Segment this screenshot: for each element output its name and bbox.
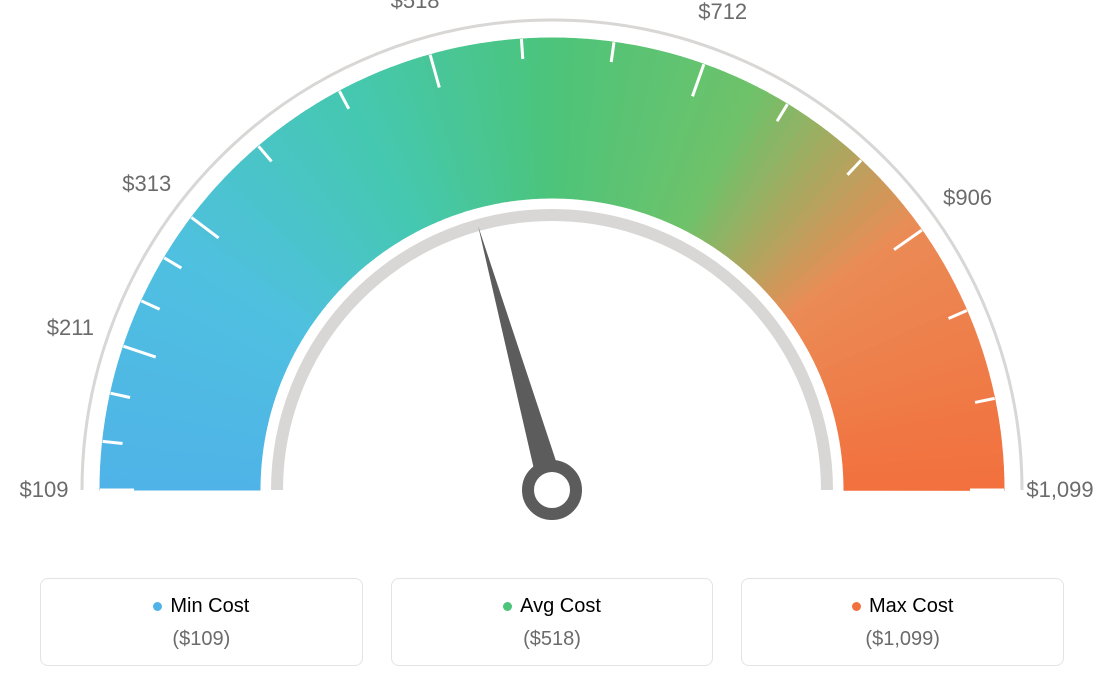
cost-gauge: $109 $211 $313 $518 $712 $906 $1,099 (0, 0, 1104, 560)
legend-title-avg: Avg Cost (503, 595, 601, 618)
gauge-tick-label: $1,099 (1026, 477, 1093, 503)
legend-label-avg: Avg Cost (520, 595, 601, 618)
legend-card-avg: Avg Cost ($518) (391, 578, 714, 666)
legend-row: Min Cost ($109) Avg Cost ($518) Max Cost… (40, 578, 1064, 666)
legend-dot-avg (503, 602, 512, 611)
legend-value-min: ($109) (51, 628, 352, 651)
legend-title-min: Min Cost (153, 595, 249, 618)
gauge-tick-label: $313 (122, 171, 171, 197)
gauge-tick-label: $518 (391, 0, 440, 14)
legend-dot-min (153, 602, 162, 611)
gauge-svg (0, 0, 1104, 560)
legend-label-max: Max Cost (869, 595, 953, 618)
legend-label-min: Min Cost (170, 595, 249, 618)
gauge-tick-label: $712 (698, 0, 747, 25)
gauge-tick-label: $109 (20, 477, 69, 503)
legend-value-max: ($1,099) (752, 628, 1053, 651)
legend-value-avg: ($518) (402, 628, 703, 651)
gauge-tick-label: $211 (47, 315, 94, 341)
legend-title-max: Max Cost (852, 595, 953, 618)
legend-card-max: Max Cost ($1,099) (741, 578, 1064, 666)
legend-dot-max (852, 602, 861, 611)
legend-card-min: Min Cost ($109) (40, 578, 363, 666)
gauge-tick-label: $906 (943, 185, 992, 211)
